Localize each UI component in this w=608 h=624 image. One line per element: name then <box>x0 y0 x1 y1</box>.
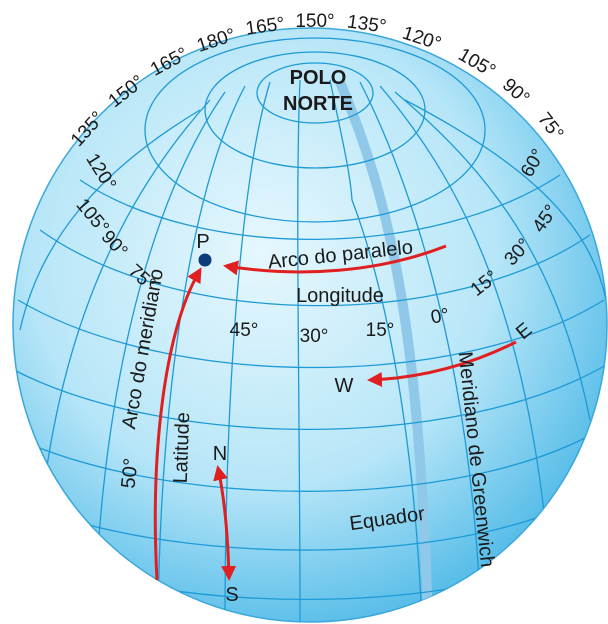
arc-meridian-arrow <box>153 267 202 581</box>
west-label: W <box>335 375 354 397</box>
greenwich-band <box>335 80 433 622</box>
south-label: S <box>225 584 238 606</box>
deg-label: 15° <box>366 320 395 341</box>
east-west-arrow <box>367 340 517 388</box>
latitude-label: Latitude <box>170 412 194 484</box>
polar-circles <box>144 37 486 223</box>
longitude-label: Longitude <box>296 285 384 307</box>
deg-label: 45° <box>230 320 259 341</box>
globe-sphere <box>12 27 608 623</box>
pole-title-line1: POLO <box>290 67 347 89</box>
north-label: N <box>213 443 227 465</box>
deg-label: 30° <box>300 326 329 347</box>
pole-title-line2: NORTE <box>283 93 353 115</box>
latitude-degree-label: 50° <box>118 457 143 489</box>
point-label-p: P <box>196 231 209 253</box>
parallel-degree-labels: 45° 30° 15° <box>230 320 395 347</box>
north-south-arrow <box>213 465 237 581</box>
deg-label: 150° <box>295 11 334 32</box>
arc-parallel-arrow <box>223 244 447 276</box>
deg-label: 0° <box>429 305 451 329</box>
point-p <box>198 253 212 267</box>
meridian-lines <box>19 79 607 622</box>
arrows <box>153 244 517 581</box>
